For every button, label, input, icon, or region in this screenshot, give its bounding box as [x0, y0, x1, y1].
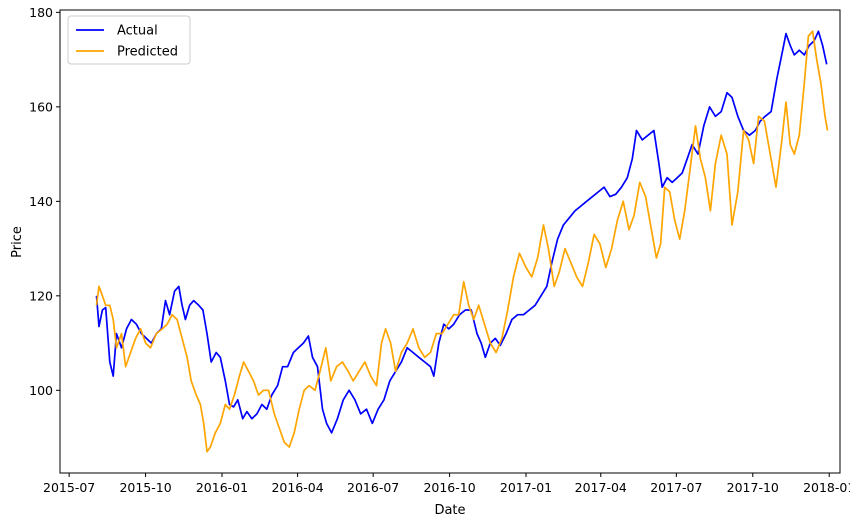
x-tick-label: 2016-10: [423, 480, 475, 495]
y-tick-label: 100: [29, 383, 53, 398]
x-tick-label: 2016-01: [196, 480, 248, 495]
y-tick-label: 140: [29, 194, 53, 209]
series-line-predicted: [95, 30, 829, 453]
y-tick-label: 180: [29, 5, 53, 20]
y-tick-label: 160: [29, 99, 53, 114]
y-tick-label: 120: [29, 288, 53, 303]
x-tick-label: 2016-04: [271, 480, 323, 495]
legend: Actual Predicted: [67, 15, 191, 65]
x-axis: 2015-07 2015-10 2016-01 2016-04 2016-07 2016-…: [43, 473, 850, 495]
x-tick-label: 2015-10: [119, 480, 171, 495]
y-axis: 100 120 140 160 180: [29, 5, 60, 398]
x-tick-label: 2017-07: [650, 480, 702, 495]
legend-label-actual: Actual: [117, 24, 158, 39]
series-line-actual: [95, 30, 828, 434]
x-tick-label: 2016-07: [347, 480, 399, 495]
x-tick-label: 2015-07: [43, 480, 95, 495]
x-axis-title: Date: [434, 503, 465, 518]
x-tick-label: 2017-10: [727, 480, 779, 495]
y-axis-title: Price: [10, 226, 25, 258]
x-tick-label: 2017-01: [500, 480, 552, 495]
x-tick-label: 2017-04: [575, 480, 627, 495]
x-tick-label: 2018-01: [803, 480, 850, 495]
series-layer: [95, 30, 829, 453]
legend-box: [67, 15, 191, 65]
legend-label-predicted: Predicted: [117, 45, 178, 60]
